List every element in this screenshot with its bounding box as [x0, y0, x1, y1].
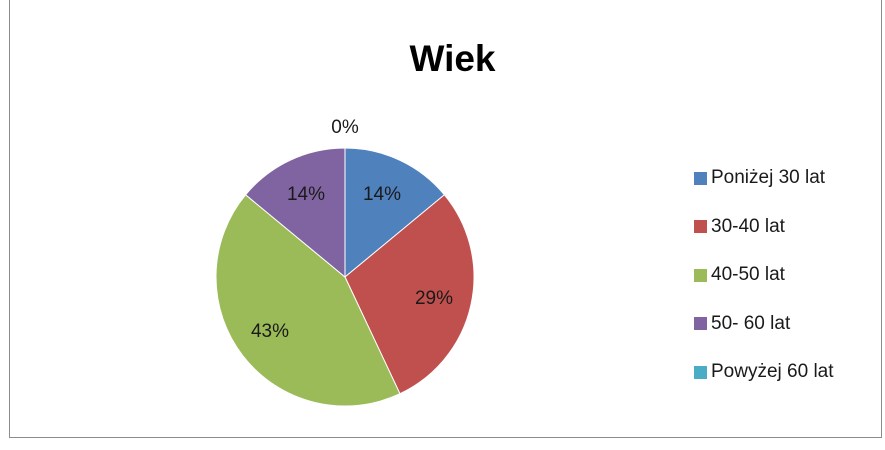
legend-item-1: Poniżej 30 lat — [694, 166, 834, 190]
data-label-5: 0% — [331, 117, 359, 138]
pie-slice-2 — [344, 194, 475, 395]
data-label-1: 14% — [363, 184, 401, 205]
pie-slice-3 — [215, 194, 401, 407]
chart-area-border — [9, 0, 882, 438]
chart-legend: Poniżej 30 lat 30-40 lat 40-50 lat 50- 60 l… — [694, 166, 834, 409]
data-label-3: 43% — [251, 321, 289, 342]
data-label-4: 14% — [287, 184, 325, 205]
pie-slice-4 — [244, 147, 346, 279]
legend-swatch — [694, 171, 707, 185]
legend-item-4: 50- 60 lat — [694, 312, 834, 336]
legend-label: 30-40 lat — [711, 215, 785, 237]
legend-label: 50- 60 lat — [711, 312, 791, 334]
legend-label: Poniżej 30 lat — [711, 167, 826, 188]
legend-swatch — [694, 317, 707, 330]
chart-title: Wiek — [409, 38, 496, 79]
legend-swatch — [694, 220, 707, 233]
legend-label: Powyżej 60 lat — [711, 361, 834, 382]
pie-slice-1 — [344, 147, 446, 279]
legend-label: 40-50 lat — [711, 264, 785, 285]
legend-swatch — [694, 268, 707, 282]
data-label-2: 29% — [415, 288, 453, 309]
legend-swatch — [694, 365, 707, 379]
legend-item-5: Powyżej 60 lat — [694, 360, 834, 384]
legend-item-2: 30-40 lat — [694, 215, 834, 239]
legend-item-3: 40-50 lat — [694, 263, 834, 287]
